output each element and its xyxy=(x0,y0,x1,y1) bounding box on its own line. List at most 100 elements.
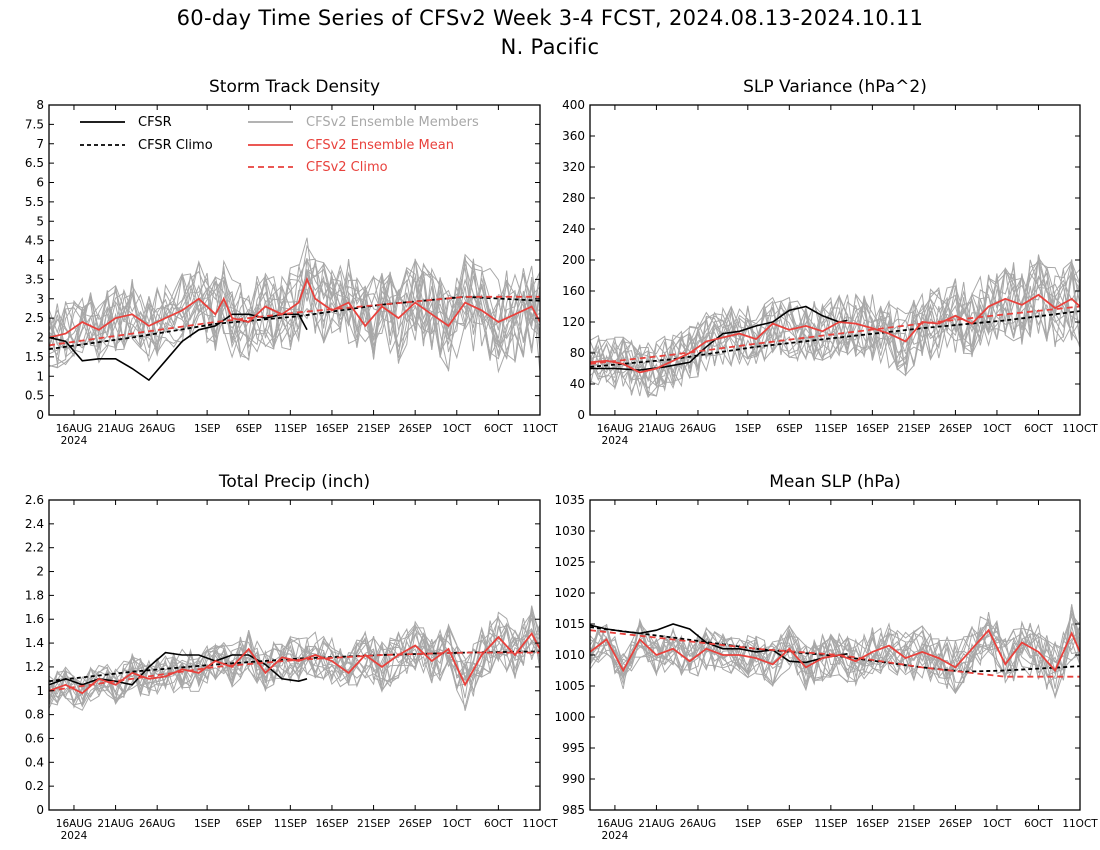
x-tick-label: 16SEP xyxy=(315,423,348,435)
y-tick-label: 0.4 xyxy=(25,755,44,769)
x-tick-label: 16SEP xyxy=(856,818,889,830)
x-tick-label: 26SEP xyxy=(939,423,972,435)
y-tick-label: 0 xyxy=(36,803,44,817)
cfsv2-climo-line xyxy=(49,651,540,692)
x-tick-label: 1OCT xyxy=(442,818,471,830)
ensemble-member-line xyxy=(590,261,1080,389)
ensemble-member-line xyxy=(49,269,540,360)
ensemble-mean-line xyxy=(590,293,1080,374)
x-year-label: 2024 xyxy=(61,830,88,842)
ensemble-member-line xyxy=(49,258,540,359)
legend-cfsr-climo-label: CFSR Climo xyxy=(138,138,213,153)
x-tick-label: 21SEP xyxy=(357,818,390,830)
x-tick-label: 1OCT xyxy=(983,423,1012,435)
x-tick-label: 11OCT xyxy=(1062,818,1098,830)
x-tick-label: 26AUG xyxy=(139,423,175,435)
x-tick-label: 6OCT xyxy=(1024,818,1053,830)
x-tick-label: 11OCT xyxy=(522,423,558,435)
x-tick-label: 11SEP xyxy=(274,423,307,435)
x-tick-label: 21AUG xyxy=(638,818,674,830)
y-tick-label: 6 xyxy=(36,176,44,190)
ensemble-member-line xyxy=(590,256,1080,397)
y-tick-label: 1030 xyxy=(554,524,585,538)
plot-area xyxy=(590,254,1080,399)
y-tick-label: 1 xyxy=(36,684,44,698)
x-tick-label: 21AUG xyxy=(97,818,133,830)
y-tick-label: 1025 xyxy=(554,555,585,569)
ensemble-member-line xyxy=(590,608,1080,684)
x-tick-label: 16AUG xyxy=(56,423,92,435)
x-tick-label: 16SEP xyxy=(315,818,348,830)
figure-title: 60-day Time Series of CFSv2 Week 3-4 FCS… xyxy=(0,4,1100,62)
y-tick-label: 995 xyxy=(562,741,585,755)
y-tick-label: 8 xyxy=(36,98,44,112)
ensemble-member-line xyxy=(590,278,1080,388)
x-tick-label: 26SEP xyxy=(399,423,432,435)
ensemble-member-line xyxy=(49,623,540,709)
figure-title-region: N. Pacific xyxy=(500,35,600,59)
x-tick-label: 1SEP xyxy=(735,818,761,830)
cfsr-climo-line xyxy=(49,295,540,350)
cfsr-line xyxy=(590,305,848,371)
y-tick-label: 0.2 xyxy=(25,779,44,793)
x-tick-label: 11SEP xyxy=(274,818,307,830)
y-tick-label: 0.8 xyxy=(25,708,44,722)
x-tick-label: 6OCT xyxy=(484,818,513,830)
legend-cfsr-label: CFSR xyxy=(138,115,172,130)
x-tick-label: 6SEP xyxy=(776,423,802,435)
cfsr-line xyxy=(49,651,308,686)
x-tick-label: 6SEP xyxy=(236,818,262,830)
panel-2: SLP Variance (hPa^2) 0 40 80 120 160 200 240 280… xyxy=(562,77,1098,447)
ensemble-member-line xyxy=(49,264,540,362)
y-tick-label: 985 xyxy=(562,803,585,817)
cfsv2-climo-line xyxy=(49,295,540,347)
ensemble-member-line xyxy=(49,611,540,699)
y-tick-label: 3 xyxy=(36,292,44,306)
ensemble-member-line xyxy=(49,260,540,363)
y-tick-label: 1.5 xyxy=(25,350,44,364)
panel-title: Mean SLP (hPa) xyxy=(769,472,901,492)
ensemble-member-line xyxy=(590,262,1080,388)
x-tick-label: 11SEP xyxy=(814,423,847,435)
y-tick-label: 1010 xyxy=(554,648,585,662)
y-tick-label: 5.5 xyxy=(25,195,44,209)
x-tick-label: 1SEP xyxy=(194,818,220,830)
x-tick-label: 11OCT xyxy=(1062,423,1098,435)
ensemble-member-line xyxy=(49,629,540,705)
y-tick-label: 0 xyxy=(36,408,44,422)
cfsv2-climo-line xyxy=(590,629,1080,678)
y-tick-label: 160 xyxy=(562,284,585,298)
y-tick-label: 1.8 xyxy=(25,588,44,602)
y-tick-label: 2.6 xyxy=(25,493,44,507)
x-tick-label: 11SEP xyxy=(814,818,847,830)
x-tick-label: 16AUG xyxy=(56,818,92,830)
y-tick-label: 200 xyxy=(562,253,585,267)
y-tick-label: 1020 xyxy=(554,586,585,600)
y-tick-label: 400 xyxy=(562,98,585,112)
plot-area xyxy=(49,237,540,382)
x-tick-label: 1OCT xyxy=(983,818,1012,830)
ensemble-member-line xyxy=(49,625,540,708)
y-tick-label: 2.4 xyxy=(25,517,44,531)
y-tick-label: 3.5 xyxy=(25,272,44,286)
y-tick-label: 120 xyxy=(562,315,585,329)
ensemble-members xyxy=(49,237,540,374)
figure-title-line1: 60-day Time Series of CFSv2 Week 3-4 FCS… xyxy=(176,6,924,30)
x-tick-label: 26SEP xyxy=(399,818,432,830)
y-tick-label: 360 xyxy=(562,129,585,143)
y-tick-label: 1000 xyxy=(554,710,585,724)
panel-title: SLP Variance (hPa^2) xyxy=(743,77,927,97)
x-tick-label: 21AUG xyxy=(97,423,133,435)
panel-4: Mean SLP (hPa) 985 990 995 1000 1005 1010 1015 1… xyxy=(554,472,1098,842)
x-tick-label: 11OCT xyxy=(522,818,558,830)
panel-1: Storm Track Density 0 0.5 1 1.5 2 2.5 3 3.5 4 4.5 5… xyxy=(25,77,558,447)
y-tick-label: 2.2 xyxy=(25,541,44,555)
y-tick-label: 1005 xyxy=(554,679,585,693)
y-tick-label: 2 xyxy=(36,565,44,579)
x-year-label: 2024 xyxy=(602,435,629,447)
plot-frame xyxy=(48,499,541,811)
x-tick-label: 16AUG xyxy=(597,818,633,830)
y-tick-label: 7 xyxy=(36,137,44,151)
x-tick-label: 6SEP xyxy=(776,818,802,830)
